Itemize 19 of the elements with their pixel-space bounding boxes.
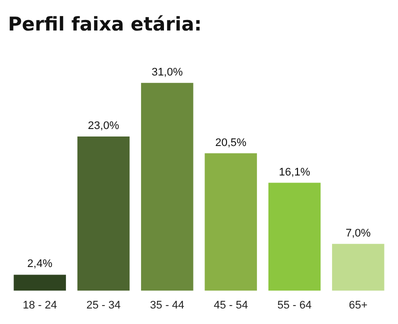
x-tick-label: 65+: [348, 299, 368, 312]
x-tick-label: 18 - 24: [22, 299, 57, 312]
data-label: 7,0%: [346, 227, 371, 240]
x-tick-label: 35 - 44: [150, 299, 184, 312]
bar: [332, 244, 384, 291]
chart-title: Perfil faixa etária:: [8, 13, 202, 36]
data-label: 20,5%: [215, 136, 247, 149]
x-tick-label: 45 - 54: [214, 299, 248, 312]
bar: [268, 182, 321, 291]
data-label: 16,1%: [278, 166, 310, 178]
bar: [77, 136, 130, 291]
bar: [204, 153, 257, 291]
data-label: 31,0%: [152, 66, 183, 78]
x-tick-label: 55 - 64: [277, 299, 312, 312]
bar: [141, 82, 194, 291]
x-tick-label: 25 - 34: [86, 299, 121, 312]
data-label: 23,0%: [88, 120, 120, 132]
bar: [14, 274, 66, 291]
data-label: 2,4%: [27, 258, 53, 270]
